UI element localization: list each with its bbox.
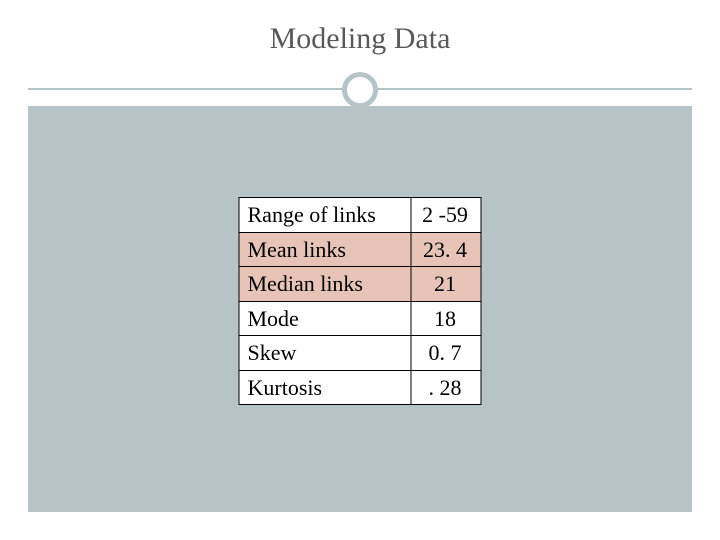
table-row: Mode18	[239, 301, 481, 336]
accent-ring-icon	[342, 72, 378, 108]
table-row: Skew0. 7	[239, 336, 481, 371]
stat-label: Skew	[239, 336, 411, 371]
stat-label: Range of links	[239, 198, 411, 233]
stats-table-container: Range of links2 -59Mean links23. 4Median…	[239, 197, 482, 405]
stats-table: Range of links2 -59Mean links23. 4Median…	[239, 197, 482, 405]
stat-value: 18	[411, 301, 481, 336]
table-row: Kurtosis. 28	[239, 370, 481, 405]
table-row: Median links21	[239, 267, 481, 302]
stat-label: Mode	[239, 301, 411, 336]
stat-value: . 28	[411, 370, 481, 405]
stat-label: Mean links	[239, 232, 411, 267]
table-row: Mean links23. 4	[239, 232, 481, 267]
slide: Modeling Data Range of links2 -59Mean li…	[0, 0, 720, 540]
stat-value: 21	[411, 267, 481, 302]
table-row: Range of links2 -59	[239, 198, 481, 233]
stat-label: Kurtosis	[239, 370, 411, 405]
stat-value: 0. 7	[411, 336, 481, 371]
slide-title: Modeling Data	[0, 22, 720, 56]
stat-label: Median links	[239, 267, 411, 302]
stat-value: 2 -59	[411, 198, 481, 233]
stat-value: 23. 4	[411, 232, 481, 267]
